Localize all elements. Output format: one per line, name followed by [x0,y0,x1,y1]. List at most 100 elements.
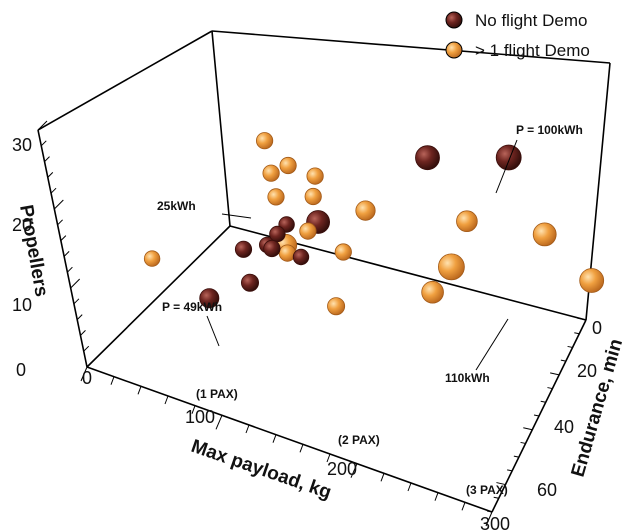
x-axis-tick [485,511,493,527]
z-axis-tick [70,278,81,289]
data-point-flight-demo [532,222,557,247]
x-axis-tick [215,415,223,430]
x-axis-tick [461,502,466,511]
x-axis-tick [245,424,250,434]
pax-markers: (1 PAX) (2 PAX) (3 PAX) [196,387,508,497]
x-axis-tick [80,366,88,382]
z-axis-tick [83,345,90,352]
z-axis-tick [67,266,73,273]
annotation-label: 110kWh [445,371,490,385]
data-point-flight-demo [267,188,285,206]
y-tick-label: 40 [554,417,574,437]
data-point-no-flight [292,248,310,266]
x-axis-title: Max payload, kg [188,436,334,504]
data-point-no-flight [199,288,220,309]
x-axis-tick [137,386,142,395]
z-tick-label: 0 [16,360,26,380]
annotations [206,139,518,371]
z-axis-tick [57,219,63,226]
x-axis-tick [272,434,277,443]
data-point-flight-demo [279,156,297,175]
data-point-no-flight [495,144,522,171]
x-axis-tick [191,405,196,414]
top-right-edge [211,30,611,64]
data-point-flight-demo [355,200,376,221]
y-tick-label: 0 [592,318,602,338]
x-tick-labels: 0 100 200 300 [82,368,510,532]
data-point-no-flight [240,273,259,292]
data-point-flight-demo [304,187,322,206]
x-tick-label: 200 [327,459,357,479]
z-axis-tick [40,140,47,147]
z-tick-label: 30 [12,135,32,155]
z-tick-label: 20 [12,215,32,235]
x-axis-tick [164,395,169,405]
z-axis-tick [86,357,97,368]
data-point-no-flight [263,239,281,258]
x-tick-label: 300 [480,514,510,532]
x-axis-tick [299,444,304,453]
back-vertical-edge [211,30,231,227]
left-vertical-edge [37,129,88,368]
y-tick-label: 20 [577,361,597,381]
annotation-label: P = 100kWh [516,123,583,137]
y-axis-tick [574,332,580,335]
x-axis-tick [110,376,115,385]
data-point-flight-demo [579,268,605,293]
data-point-no-flight [234,240,253,258]
data-points [143,132,605,316]
y-axis-title: Endurance, min [568,337,627,480]
y-tick-label: 60 [537,480,557,500]
data-point-flight-demo [421,280,444,304]
pax-marker-3: (3 PAX) [466,483,508,497]
z-axis-tick [50,187,57,194]
data-point-flight-demo [437,253,465,281]
x-axis-tick [326,453,331,463]
y-axis-tick [486,510,493,513]
z-tick-label: 10 [12,295,32,315]
data-point-flight-demo [143,250,161,267]
data-point-flight-demo [255,132,274,150]
annotation-leader [221,213,252,219]
y-axis-tick [523,427,533,431]
data-point-flight-demo [334,243,352,261]
pax-marker-1: (1 PAX) [196,387,238,401]
z-axis-title: Propellers [15,203,52,298]
top-back-edge [37,30,213,131]
pax-marker-2: (2 PAX) [338,433,380,447]
y-axis-tick [550,372,560,376]
floor-left-edge [86,225,231,368]
y-axis-tick [493,496,499,499]
x-axis-tick [380,473,385,482]
box-frame [37,30,611,513]
z-axis-tick [53,199,64,210]
axis-ticks [37,120,587,527]
x-axis-tick [350,463,358,478]
y-axis-tick [560,359,566,362]
y-axis-tick [540,400,546,403]
data-point-flight-demo [327,297,346,316]
x-axis-line [86,366,493,513]
y-axis-tick [520,441,526,444]
legend-marker-flight-demo [445,41,463,59]
z-axis-tick [80,330,86,336]
y-axis-tick [547,387,553,390]
annotation-leader [495,139,518,194]
y-axis-tick [533,414,540,417]
annotation-leader [206,315,220,347]
y-axis-tick [507,469,513,472]
annotation-label: P = 49kWh [162,300,222,314]
z-axis-tick [76,314,83,320]
z-axis-tick [37,120,48,131]
x-axis-tick [407,482,412,492]
data-point-no-flight [415,145,440,171]
y-axis-tick [513,455,519,458]
z-tick-labels: 30 20 10 0 [12,135,32,380]
y-tick-labels: 0 20 40 60 [537,318,602,500]
z-axis-tick [44,156,50,162]
data-point-flight-demo [456,210,478,233]
z-axis-tick [47,172,54,178]
x-tick-label: 0 [82,368,92,388]
z-axis-tick [73,298,80,305]
